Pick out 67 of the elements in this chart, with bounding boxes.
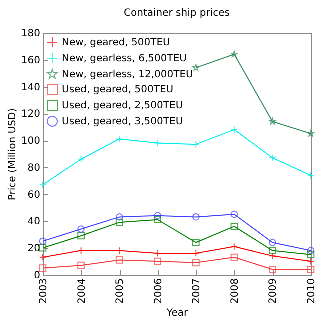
point — [192, 259, 200, 267]
point — [192, 214, 200, 221]
x-tick-label: 2005 — [115, 278, 126, 304]
legend-label: New, geared, 500TEU — [62, 38, 170, 48]
y-tick-label: 80 — [28, 162, 40, 174]
point — [230, 243, 238, 250]
x-tick-label: 2003 — [38, 278, 50, 304]
y-tick-label: 180 — [21, 28, 40, 40]
point — [116, 247, 124, 254]
x-axis-title: Year — [166, 308, 189, 319]
point — [307, 251, 315, 258]
x-tick-label: 2006 — [153, 278, 164, 304]
x-tick-label: 2004 — [76, 278, 88, 304]
point — [192, 140, 200, 148]
point — [269, 154, 276, 162]
point — [192, 64, 200, 72]
legend-label: Used, geared, 500TEU — [62, 84, 174, 96]
point — [307, 266, 315, 274]
x-tick-label: 2007 — [192, 278, 203, 304]
point — [78, 247, 85, 254]
point — [154, 258, 162, 266]
y-tick-label: 60 — [28, 190, 40, 201]
point — [39, 254, 47, 262]
point — [39, 181, 47, 189]
point — [39, 264, 47, 272]
point — [307, 172, 315, 180]
point — [192, 239, 200, 246]
y-tick-label: 40 — [28, 216, 40, 228]
point — [230, 222, 238, 230]
x-tick-label: 2008 — [230, 278, 241, 304]
x-tick-label: 2009 — [268, 278, 280, 304]
point — [78, 226, 85, 233]
point — [116, 256, 124, 264]
y-axis-title: Price (Million USD) — [7, 108, 18, 201]
y-tick-label: 0 — [34, 270, 40, 282]
y-tick-label: 140 — [21, 82, 40, 94]
point — [154, 216, 162, 224]
point — [269, 252, 276, 260]
y-tick-label: 120 — [21, 109, 40, 120]
point — [269, 247, 276, 254]
point — [78, 262, 85, 270]
point — [269, 266, 276, 274]
chart-title: Container ship prices — [124, 8, 230, 19]
point — [269, 118, 276, 125]
point — [307, 247, 315, 254]
point — [78, 232, 85, 240]
point — [116, 218, 124, 226]
legend-label: New, gearless, 12,000TEU — [62, 70, 194, 80]
point — [78, 156, 85, 164]
point — [154, 140, 162, 147]
y-tick-label: 160 — [21, 55, 40, 66]
point — [307, 258, 315, 266]
point — [269, 239, 276, 246]
point — [116, 214, 124, 221]
legend-label: New, gearless, 6,500TEU — [62, 54, 187, 64]
legend-label: Used, geared, 3,500TEU — [62, 116, 184, 128]
legend-label: Used, geared, 2,500TEU — [62, 100, 184, 112]
y-tick-label: 100 — [21, 136, 40, 148]
point — [230, 254, 238, 262]
point — [230, 126, 238, 134]
point — [39, 238, 47, 246]
point — [116, 136, 124, 143]
point — [307, 130, 315, 137]
point — [230, 210, 238, 218]
point — [230, 50, 238, 58]
point — [154, 212, 162, 220]
x-tick-label: 2010 — [306, 278, 318, 304]
